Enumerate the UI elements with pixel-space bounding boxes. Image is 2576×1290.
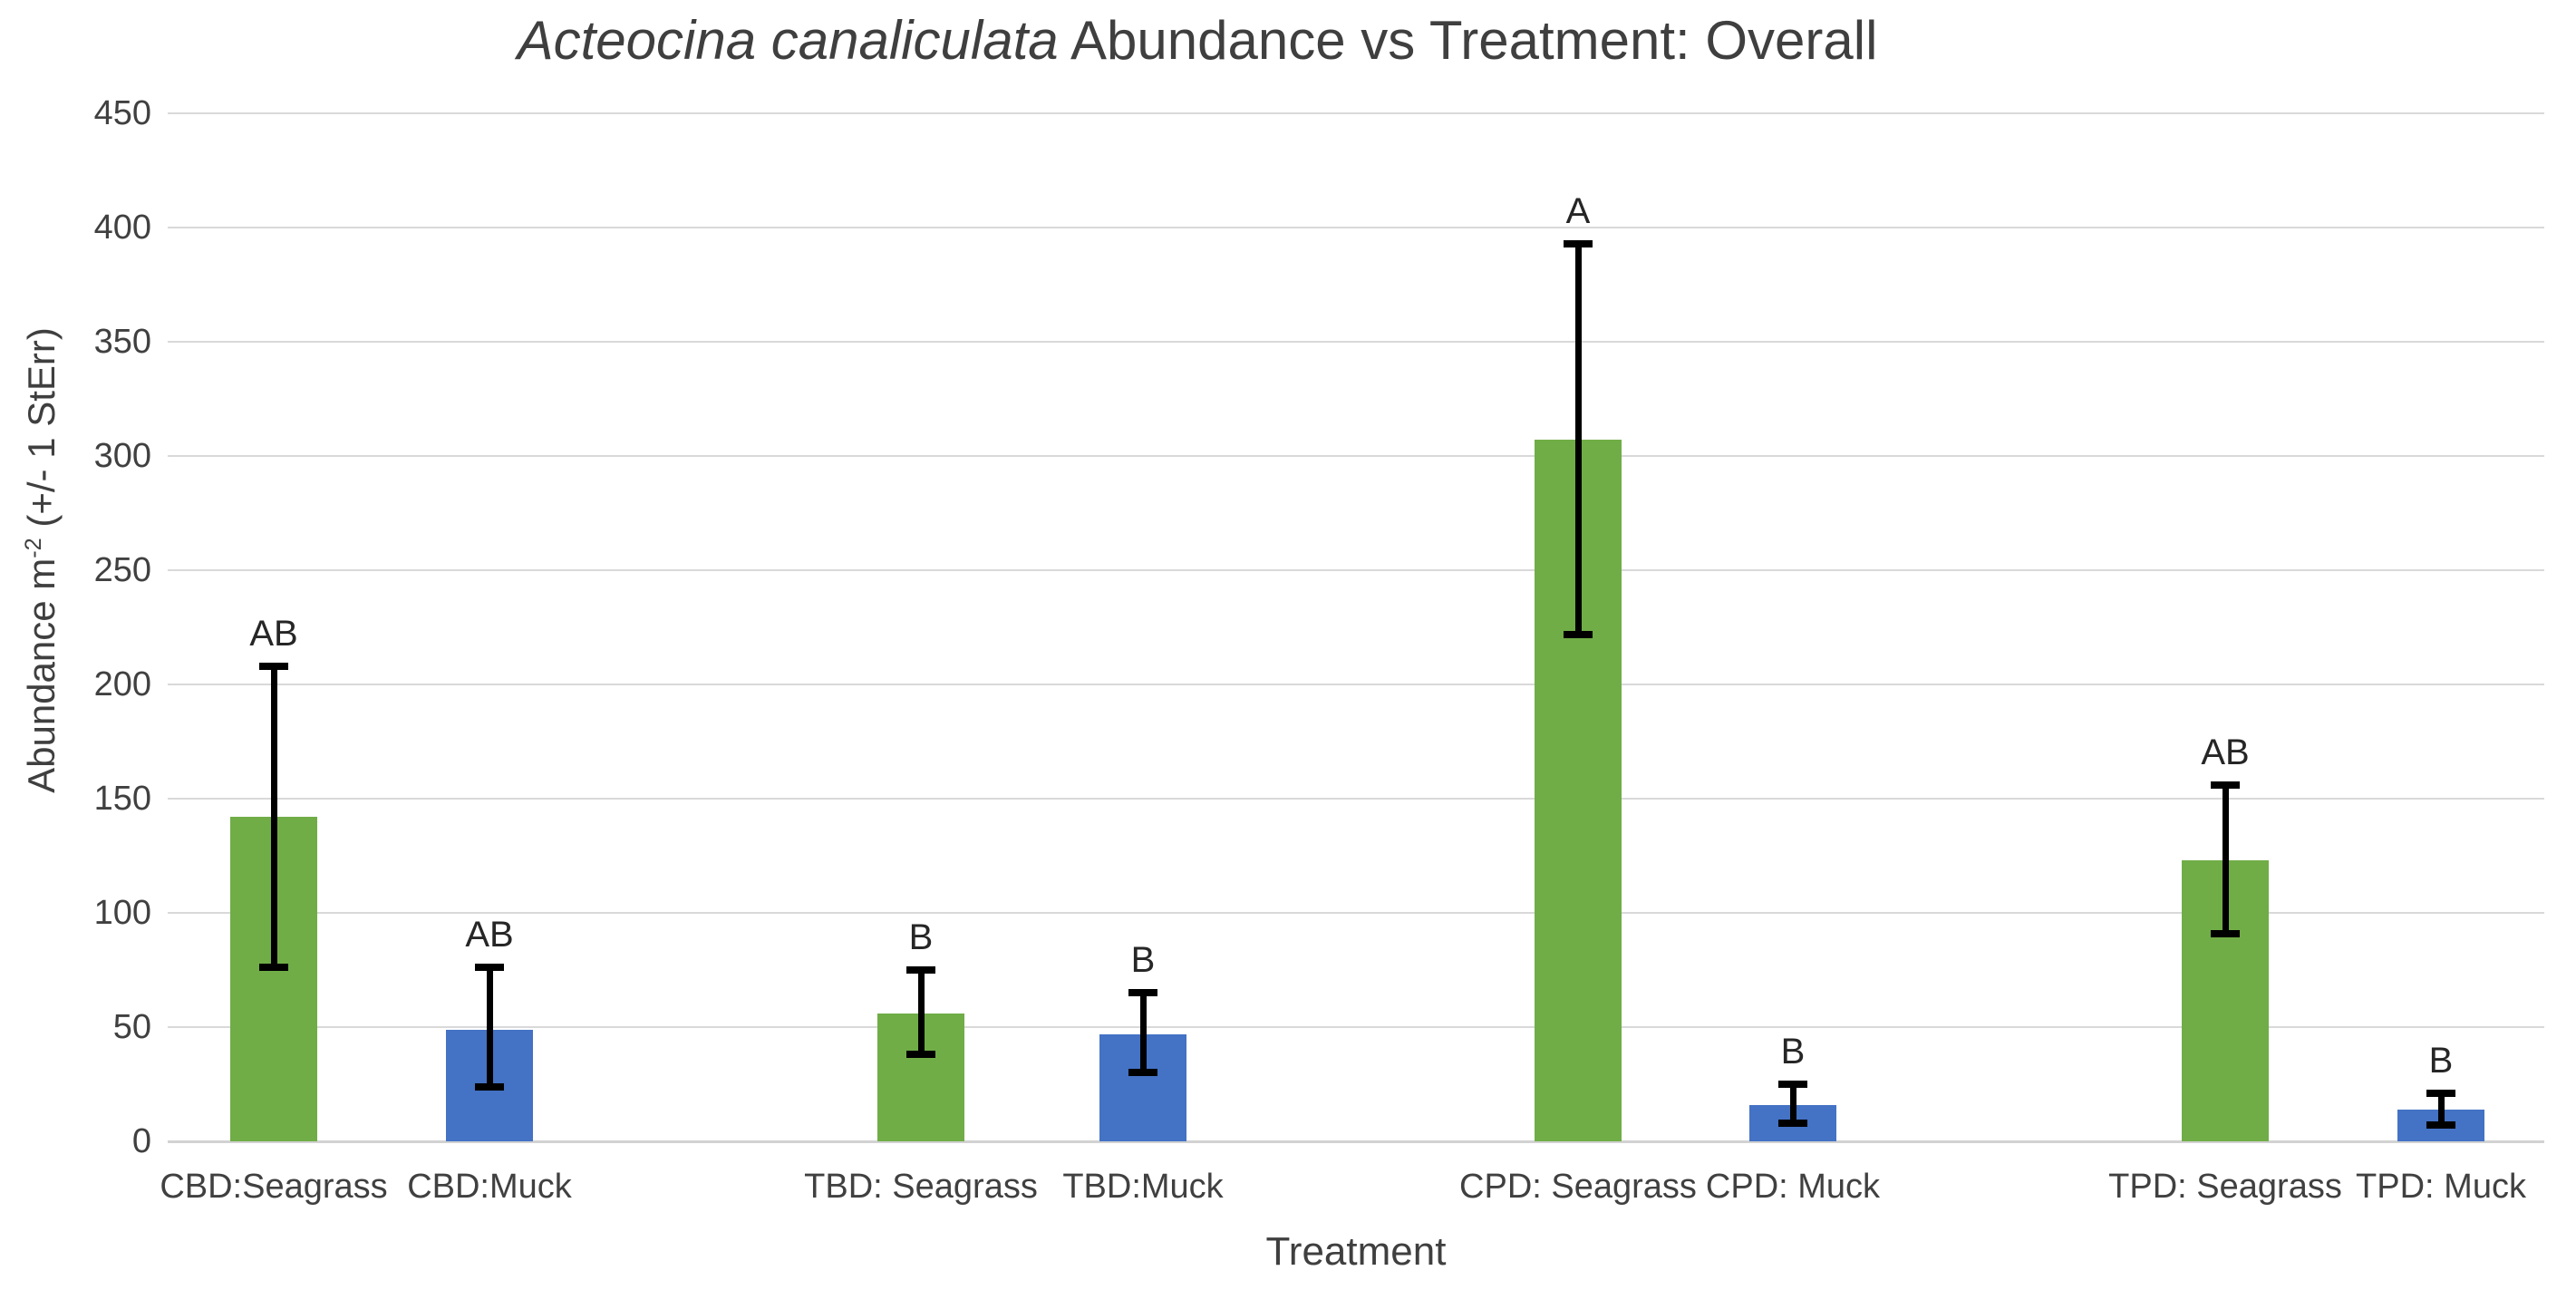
error-bar-cap-top	[1564, 239, 1593, 247]
significance-letter: B	[908, 917, 934, 957]
error-bar-cap-bottom	[2426, 1121, 2455, 1130]
category-label: TBD:Muck	[1062, 1168, 1224, 1206]
error-bar-cap-top	[2211, 781, 2240, 789]
gridline	[168, 912, 2544, 914]
error-bar-cap-bottom	[2211, 929, 2240, 937]
error-bar-cap-bottom	[259, 964, 288, 972]
y-tick-label: 50	[112, 1008, 151, 1046]
significance-letter: B	[1130, 940, 1156, 981]
error-bar-cap-top	[1128, 989, 1157, 997]
y-tick-label: 250	[93, 551, 151, 589]
error-bar-cap-top	[906, 966, 935, 974]
error-bar-cap-bottom	[1778, 1119, 1807, 1127]
gridline	[168, 227, 2544, 228]
category-label: TBD: Seagrass	[804, 1168, 1038, 1206]
gridline	[168, 1026, 2544, 1028]
category-label: CBD:Muck	[407, 1168, 572, 1206]
error-bar	[1139, 993, 1147, 1073]
y-tick-label: 100	[93, 894, 151, 932]
category-label: TPD: Muck	[2356, 1168, 2526, 1206]
error-bar	[2437, 1093, 2445, 1126]
y-tick-label: 350	[93, 323, 151, 361]
significance-letter: AB	[249, 613, 298, 654]
category-label: CBD:Seagrass	[160, 1168, 388, 1206]
category-label: CPD: Muck	[1705, 1168, 1881, 1206]
category-label: CPD: Seagrass	[1459, 1168, 1697, 1206]
y-tick-label: 400	[93, 209, 151, 247]
error-bar	[1574, 243, 1582, 635]
gridline	[168, 798, 2544, 800]
error-bar-cap-bottom	[1128, 1069, 1157, 1077]
error-bar	[1789, 1084, 1796, 1123]
significance-letter: B	[1780, 1032, 1806, 1072]
error-bar-cap-top	[1778, 1081, 1807, 1088]
error-bar-cap-bottom	[1564, 630, 1593, 638]
error-bar	[270, 665, 277, 968]
error-bar	[486, 967, 493, 1087]
x-axis-title: Treatment	[1265, 1229, 1447, 1274]
gridline	[168, 341, 2544, 343]
error-bar	[2222, 784, 2229, 934]
x-axis-line	[168, 1140, 2544, 1143]
y-tick-label: 450	[93, 94, 151, 132]
significance-letter: A	[1565, 190, 1591, 231]
y-tick-label: 200	[93, 665, 151, 703]
chart-title: Acteocina canaliculata Abundance vs Trea…	[0, 9, 2395, 72]
gridline	[168, 455, 2544, 457]
y-tick-label: 0	[131, 1122, 151, 1160]
error-bar-cap-top	[259, 662, 288, 670]
gridline	[168, 569, 2544, 571]
y-tick-label: 300	[93, 437, 151, 475]
significance-letter: AB	[465, 915, 514, 955]
error-bar-cap-bottom	[906, 1051, 935, 1059]
chart-title-species: Acteocina canaliculata	[517, 10, 1059, 71]
significance-letter: AB	[2201, 732, 2250, 772]
error-bar	[917, 970, 925, 1055]
error-bar-cap-top	[475, 964, 504, 972]
gridline	[168, 684, 2544, 685]
error-bar-cap-bottom	[475, 1082, 504, 1091]
error-bar-cap-top	[2426, 1090, 2455, 1098]
y-tick-label: 150	[93, 780, 151, 818]
significance-letter: B	[2428, 1041, 2454, 1081]
category-label: TPD: Seagrass	[2108, 1168, 2342, 1206]
gridline	[168, 112, 2544, 114]
chart-title-rest: Abundance vs Treatment: Overall	[1058, 10, 1878, 71]
